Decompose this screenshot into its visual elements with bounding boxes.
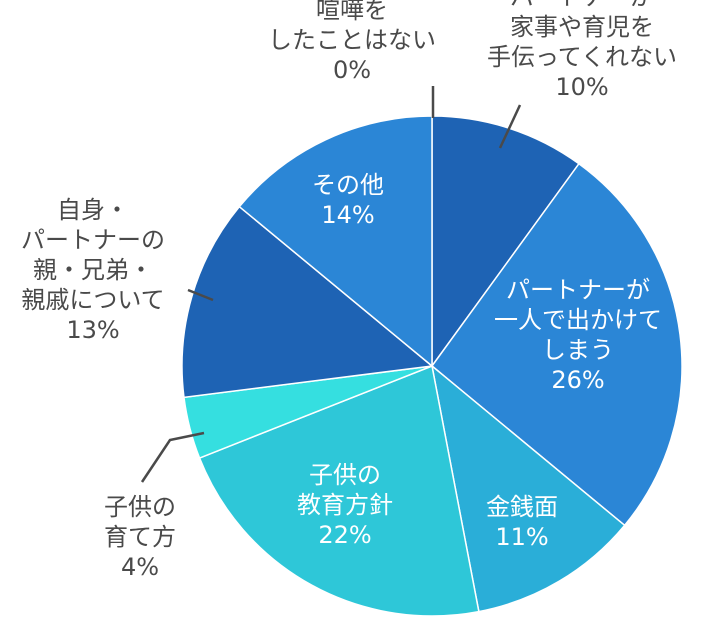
pie-slice-7	[238, 115, 433, 368]
pie-slice-4	[198, 364, 480, 617]
leader-line-1	[498, 104, 522, 149]
slice-category-label: 子供の	[104, 493, 176, 521]
leader-line-5	[140, 431, 205, 483]
pie-slice-6	[181, 205, 434, 399]
pie-slice-2	[430, 162, 683, 527]
slice-category-label: 育て方	[104, 523, 176, 551]
pie-slices	[181, 115, 683, 617]
slice-label-7: その他 14%	[312, 171, 384, 229]
slice-label-2: パートナーが一人で出かけてしまう 26%	[494, 276, 662, 394]
slice-category-label: パートナーの	[21, 226, 165, 254]
slice-category-label: その他	[312, 171, 384, 199]
slice-labels: 喧嘩をしたことはない0%パートナーが家事や育児を手伝ってくれない10%パートナー…	[21, 0, 677, 581]
leader-line-6	[187, 288, 214, 302]
slice-value-label: 0%	[333, 56, 371, 84]
slice-category-label: 親・兄弟・	[33, 256, 153, 284]
slice-category-label: 自身・	[57, 196, 129, 224]
slice-category-label: 金銭面	[486, 493, 558, 521]
slice-category-label: 親戚について	[21, 286, 164, 314]
slice-label-5: 子供の育て方 4%	[104, 493, 176, 581]
slice-label-0: 喧嘩をしたことはない 0%	[268, 0, 436, 84]
slice-value-label: 10%	[555, 73, 608, 101]
slice-value-label: 22%	[318, 521, 371, 549]
slice-value-label: 14%	[321, 201, 374, 229]
slice-label-1: パートナーが家事や育児を手伝ってくれない10%	[487, 0, 677, 101]
slice-category-label: 喧嘩を	[316, 0, 388, 24]
slice-value-label: 4%	[121, 553, 159, 581]
slice-value-label: 11%	[495, 523, 548, 551]
slice-category-label: パートナーが	[510, 0, 654, 11]
slice-category-label: パートナーが	[506, 276, 650, 304]
slice-category-label: 家事や育児を	[510, 13, 654, 41]
leader-lines	[140, 86, 522, 483]
slice-label-6: 自身・パートナーの親・兄弟・親戚について 13%	[21, 196, 165, 344]
slice-category-label: しまう	[542, 336, 614, 364]
slice-category-label: 子供の	[309, 461, 381, 489]
pie-slice-3	[430, 364, 626, 613]
slice-label-4: 子供の教育方針 22%	[297, 461, 393, 549]
slice-category-label: 手伝ってくれない	[487, 43, 677, 71]
slice-category-label: 一人で出かけて	[494, 306, 662, 334]
slice-label-3: 金銭面 11%	[486, 493, 558, 551]
slice-value-label: 26%	[551, 366, 604, 394]
slice-category-label: したことはない	[268, 26, 436, 54]
slice-value-label: 13%	[66, 316, 119, 344]
slice-category-label: 教育方針	[297, 491, 393, 519]
